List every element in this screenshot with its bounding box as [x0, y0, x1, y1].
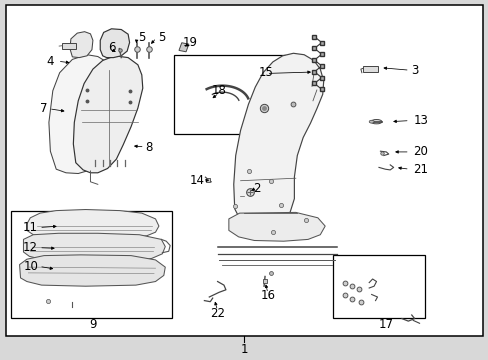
Bar [362, 66, 378, 72]
Text: 15: 15 [259, 66, 273, 78]
PathPatch shape [70, 32, 93, 58]
Text: 9: 9 [89, 318, 97, 330]
Text: 11: 11 [23, 221, 38, 234]
Bar [179, 43, 188, 52]
Text: 22: 22 [210, 307, 224, 320]
Text: 3: 3 [410, 64, 417, 77]
Text: 14: 14 [189, 174, 204, 187]
Text: 7: 7 [41, 102, 48, 115]
Text: 1: 1 [240, 343, 248, 356]
PathPatch shape [49, 55, 112, 174]
Text: 20: 20 [412, 145, 427, 158]
Text: 13: 13 [412, 114, 427, 127]
PathPatch shape [23, 233, 165, 261]
Ellipse shape [368, 120, 373, 123]
Text: 8: 8 [145, 141, 153, 154]
Bar [173, 55, 285, 134]
PathPatch shape [73, 56, 142, 173]
Text: 19: 19 [182, 36, 197, 49]
Text: 21: 21 [412, 163, 427, 176]
Text: 5: 5 [138, 31, 145, 44]
Text: 18: 18 [211, 84, 226, 97]
Bar [333, 255, 425, 318]
PathPatch shape [228, 212, 325, 241]
Text: 10: 10 [23, 260, 38, 273]
Text: 4: 4 [46, 55, 54, 68]
PathPatch shape [100, 29, 129, 58]
Text: 17: 17 [378, 318, 393, 331]
Bar [11, 211, 172, 318]
Text: 16: 16 [260, 289, 275, 302]
Text: 6: 6 [107, 41, 115, 54]
PathPatch shape [233, 53, 323, 225]
PathPatch shape [20, 255, 165, 286]
Text: 12: 12 [23, 241, 38, 254]
Text: 2: 2 [253, 183, 260, 195]
PathPatch shape [27, 210, 159, 238]
Text: 5: 5 [157, 31, 165, 44]
Bar [62, 43, 76, 49]
Ellipse shape [370, 120, 381, 124]
